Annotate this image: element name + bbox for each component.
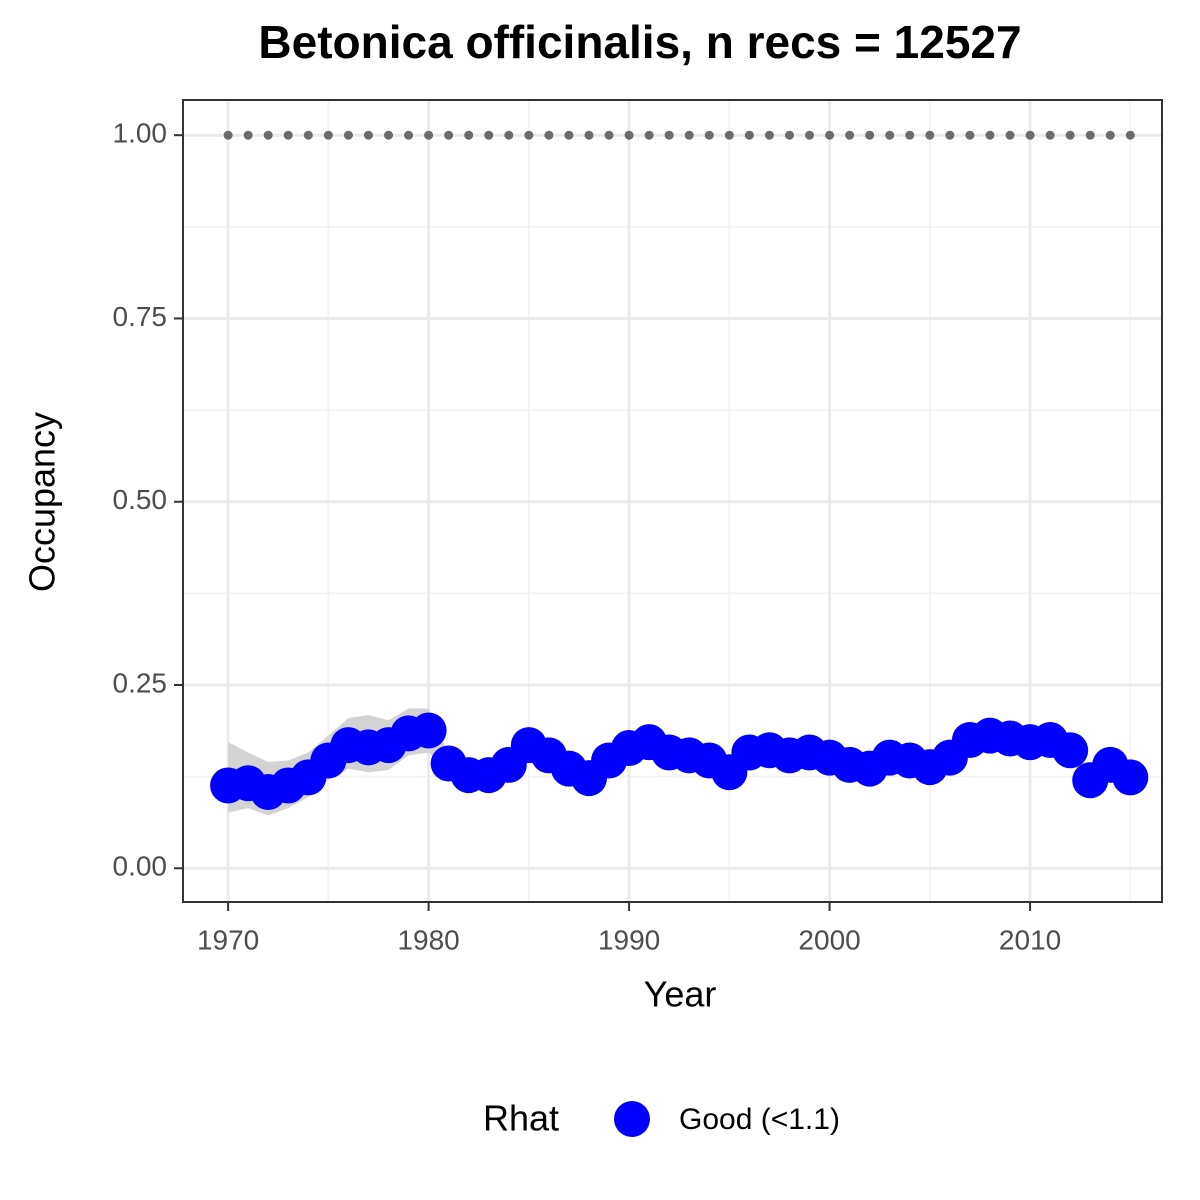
point [885, 130, 895, 140]
point [484, 130, 494, 140]
y-tick-label: 1.00 [113, 118, 168, 149]
point [604, 130, 614, 140]
x-tick-label: 2000 [798, 924, 860, 955]
point [925, 130, 935, 140]
y-axis-label: Occupancy [22, 412, 63, 592]
point [865, 130, 875, 140]
point [945, 130, 955, 140]
legend-marker [614, 1101, 650, 1137]
point [624, 130, 634, 140]
y-tick-label: 0.00 [113, 851, 168, 882]
point [444, 130, 454, 140]
point [303, 130, 313, 140]
x-tick-label: 1970 [197, 924, 259, 955]
point [424, 130, 434, 140]
point [263, 130, 273, 140]
point [524, 130, 534, 140]
point [584, 130, 594, 140]
point [1065, 130, 1075, 140]
point [905, 130, 915, 140]
y-tick-label: 0.25 [113, 667, 168, 698]
point [644, 130, 654, 140]
point [764, 130, 774, 140]
point [704, 130, 714, 140]
point [805, 130, 815, 140]
y-tick-label: 0.50 [113, 484, 168, 515]
x-axis-label: Year [644, 974, 717, 1015]
point [504, 130, 514, 140]
point [744, 130, 754, 140]
point [410, 712, 447, 749]
point [243, 130, 253, 140]
point [1112, 759, 1149, 796]
point [1105, 130, 1115, 140]
point [1052, 732, 1089, 769]
point [404, 130, 414, 140]
point [1085, 130, 1095, 140]
point [223, 130, 233, 140]
legend-label: Good (<1.1) [679, 1103, 840, 1136]
y-tick-label: 0.75 [113, 301, 168, 332]
point [323, 130, 333, 140]
point [343, 130, 353, 140]
point [784, 130, 794, 140]
point [384, 130, 394, 140]
point [664, 130, 674, 140]
point [1125, 130, 1135, 140]
panel-border [182, 99, 1163, 903]
point [464, 130, 474, 140]
x-tick-label: 1980 [397, 924, 459, 955]
point [825, 130, 835, 140]
point [1045, 130, 1055, 140]
point [283, 130, 293, 140]
point [965, 130, 975, 140]
x-tick-label: 2010 [999, 924, 1061, 955]
point [724, 130, 734, 140]
point [985, 130, 995, 140]
x-tick-label: 1990 [598, 924, 660, 955]
legend-title: Rhat [483, 1098, 559, 1139]
point [564, 130, 574, 140]
point [684, 130, 694, 140]
point [1025, 130, 1035, 140]
point [363, 130, 373, 140]
point [845, 130, 855, 140]
point [544, 130, 554, 140]
point [1005, 130, 1015, 140]
chart-title: Betonica officinalis, n recs = 12527 [258, 16, 1021, 68]
